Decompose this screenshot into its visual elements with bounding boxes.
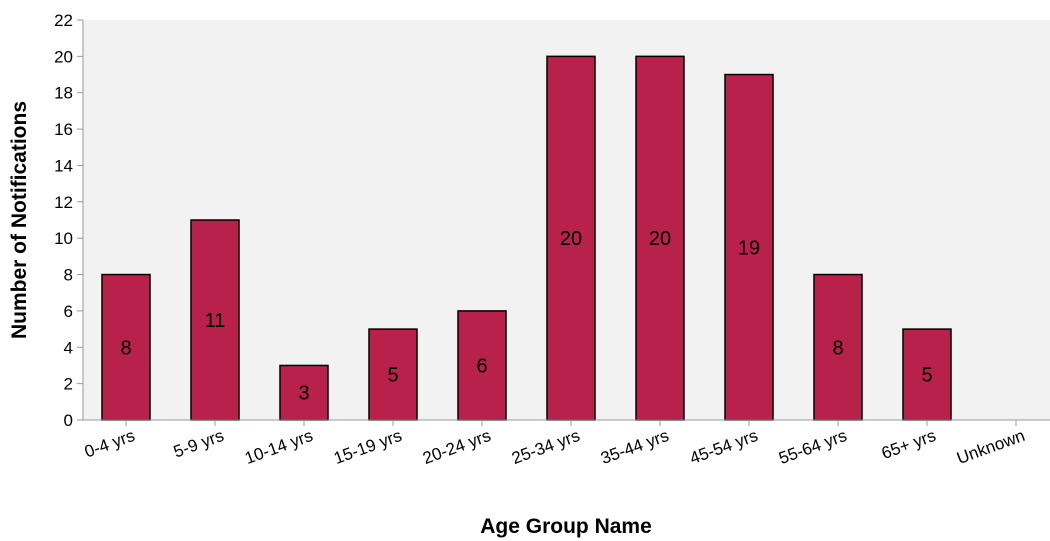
y-tick-label: 6 (64, 302, 73, 321)
bar-value-label: 20 (560, 228, 582, 250)
x-tick-label: 45-54 yrs (687, 426, 760, 468)
bar-group: 8 11 3 5 6 20 20 19 8 5 (101, 55, 952, 421)
y-tick-label: 18 (54, 84, 73, 103)
x-axis: 0-4 yrs 5-9 yrs 10-14 yrs 15-19 yrs 20-24 yr… (82, 419, 1050, 468)
bar-value-label: 8 (832, 337, 843, 359)
x-tick-label: 65+ yrs (879, 426, 938, 463)
x-tick-label: 35-44 yrs (598, 426, 671, 468)
bar (902, 328, 952, 421)
bar-value-label: 20 (649, 228, 671, 250)
y-tick-label: 2 (64, 375, 73, 394)
x-tick-label: Unknown (954, 426, 1027, 468)
bar (813, 273, 863, 421)
x-tick-label: 15-19 yrs (331, 426, 404, 468)
y-tick-label: 4 (64, 338, 73, 357)
y-tick-label: 16 (54, 120, 73, 139)
y-tick-label: 10 (54, 229, 73, 248)
x-tick-label: 5-9 yrs (171, 426, 226, 462)
bar-value-label: 8 (120, 337, 131, 359)
x-axis-title: Age Group Name (480, 515, 652, 538)
bar (279, 364, 329, 421)
x-tick-label: 25-34 yrs (509, 426, 582, 468)
bar (457, 310, 507, 421)
x-tick-label: 0-4 yrs (82, 426, 137, 462)
x-tick-label: 20-24 yrs (420, 426, 493, 468)
bar (724, 73, 774, 421)
y-tick-label: 14 (54, 156, 73, 175)
y-tick-label: 12 (54, 193, 73, 212)
x-tick-label: 55-64 yrs (776, 426, 849, 468)
bar (368, 328, 418, 421)
y-tick-label: 22 (54, 11, 73, 30)
bar (546, 55, 596, 421)
bar (190, 219, 240, 421)
bar-value-label: 3 (298, 383, 309, 405)
y-axis-title: Number of Notifications (8, 101, 31, 339)
y-axis: 0 2 4 6 8 10 12 14 16 18 20 22 (54, 11, 84, 430)
bar-value-label: 5 (387, 365, 398, 387)
y-tick-label: 0 (64, 411, 73, 430)
bar (101, 273, 151, 421)
bar-value-label: 6 (476, 355, 487, 377)
bar-value-label: 5 (921, 365, 932, 387)
bar-value-label: 11 (205, 310, 226, 332)
y-tick-label: 8 (64, 266, 73, 285)
x-tick-label: 10-14 yrs (242, 426, 315, 468)
y-tick-label: 20 (54, 47, 73, 66)
bar-value-label: 19 (738, 237, 760, 259)
